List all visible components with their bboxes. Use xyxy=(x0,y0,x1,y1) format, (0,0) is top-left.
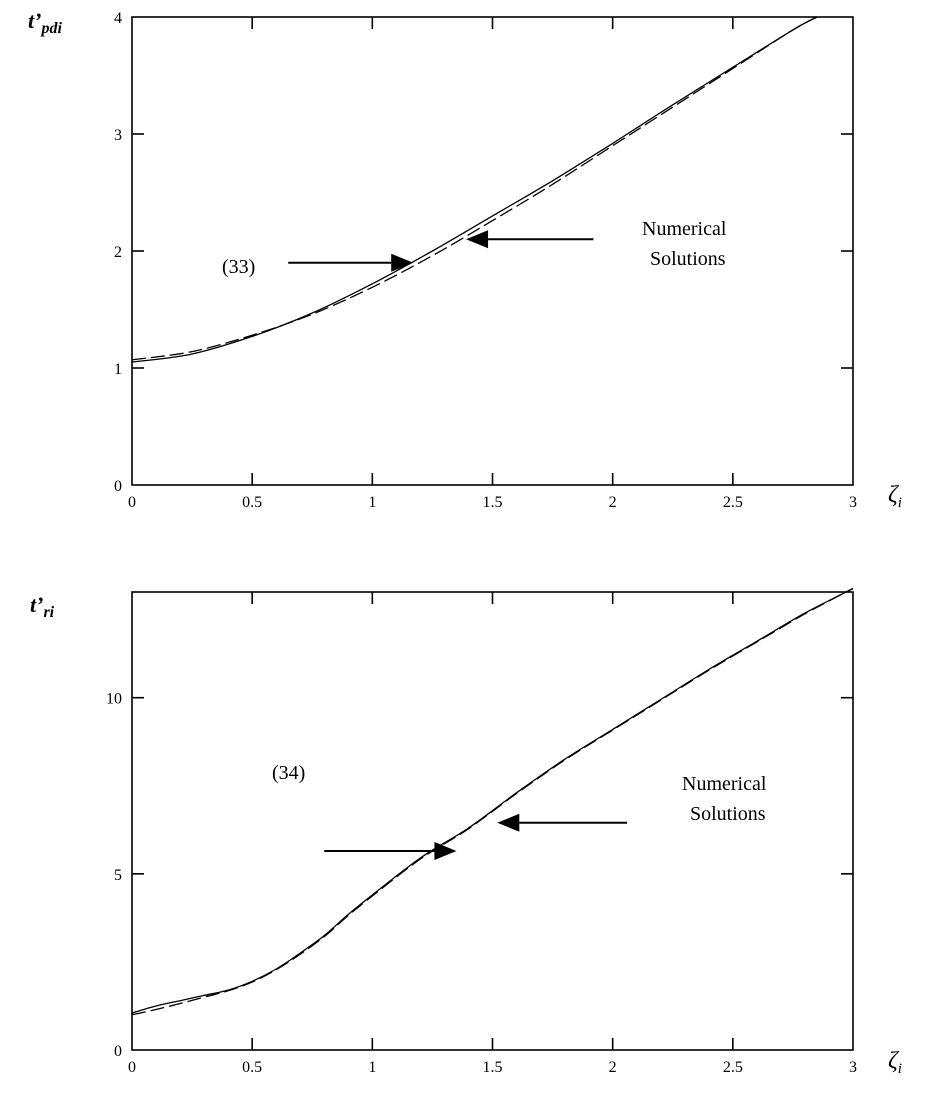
bottom-xtick-label: 0 xyxy=(128,1059,136,1076)
bottom-xtick-label: 0.5 xyxy=(242,1059,262,1076)
bottom-series-dashed xyxy=(131,587,854,1016)
bottom-series-solid xyxy=(131,587,854,1014)
top-numerical-label-line2: Solutions xyxy=(650,248,726,270)
top-xtick-label: 1 xyxy=(368,494,376,511)
bottom-xtick-label: 1.5 xyxy=(483,1059,503,1076)
top-ytick-label: 0 xyxy=(114,478,122,495)
top-ylabel: t’pdi xyxy=(28,8,62,37)
bottom-ytick-label: 5 xyxy=(114,867,122,884)
bottom-xtick-label: 3 xyxy=(849,1059,857,1076)
top-arrow-head xyxy=(466,230,489,249)
top-xtick-label: 2.5 xyxy=(723,494,743,511)
top-ytick-label: 1 xyxy=(114,361,122,378)
bottom-numerical-label-line2: Solutions xyxy=(690,803,766,825)
bottom-ylabel: t’ri xyxy=(30,592,55,621)
bottom-numerical-label-line1: Numerical xyxy=(682,773,767,795)
top-annotation-label: (33) xyxy=(222,256,255,278)
bottom-annotation-label: (34) xyxy=(272,762,305,784)
bottom-arrow-head xyxy=(497,813,520,832)
bottom-xtick-label: 1 xyxy=(368,1059,376,1076)
top-xtick-label: 1.5 xyxy=(483,494,503,511)
top-arrow-head xyxy=(391,253,414,272)
top-xtick-label: 3 xyxy=(849,494,857,511)
top-ytick-label: 2 xyxy=(114,244,122,261)
top-ylabel-main: t’ xyxy=(28,8,41,33)
bottom-xtick-label: 2.5 xyxy=(723,1059,743,1076)
top-xlabel-main: ζ xyxy=(888,482,900,508)
top-ylabel-sub: pdi xyxy=(39,20,62,37)
top-ytick-label: 3 xyxy=(114,127,122,144)
bottom-xtick-label: 2 xyxy=(609,1059,617,1076)
top-xlabel-sub: i xyxy=(898,495,902,511)
top-xtick-label: 0.5 xyxy=(242,494,262,511)
top-series-dashed xyxy=(131,16,818,361)
bottom-ytick-label: 0 xyxy=(114,1043,122,1060)
bottom-xlabel: ζi xyxy=(888,1048,902,1077)
top-numerical-label-line1: Numerical xyxy=(642,218,727,240)
bottom-ylabel-main: t’ xyxy=(30,592,43,617)
top-series-solid xyxy=(131,16,818,363)
top-xtick-label: 0 xyxy=(128,494,136,511)
bottom-ylabel-sub: ri xyxy=(43,604,54,621)
bottom-arrow-head xyxy=(434,841,457,860)
top-xlabel: ζi xyxy=(888,482,902,511)
bottom-ytick-label: 10 xyxy=(106,691,122,708)
top-ytick-label: 4 xyxy=(114,10,122,27)
top-plot-frame xyxy=(131,16,854,486)
bottom-xlabel-main: ζ xyxy=(888,1048,900,1074)
bottom-xlabel-sub: i xyxy=(898,1061,902,1077)
top-xtick-label: 2 xyxy=(609,494,617,511)
plots-group: 0 0.5 1 1.5 2 2.5 3 0 1 2 3 4 0 0.5 1 1.5 2 2.5 3 0 5 10 xyxy=(106,10,857,1076)
